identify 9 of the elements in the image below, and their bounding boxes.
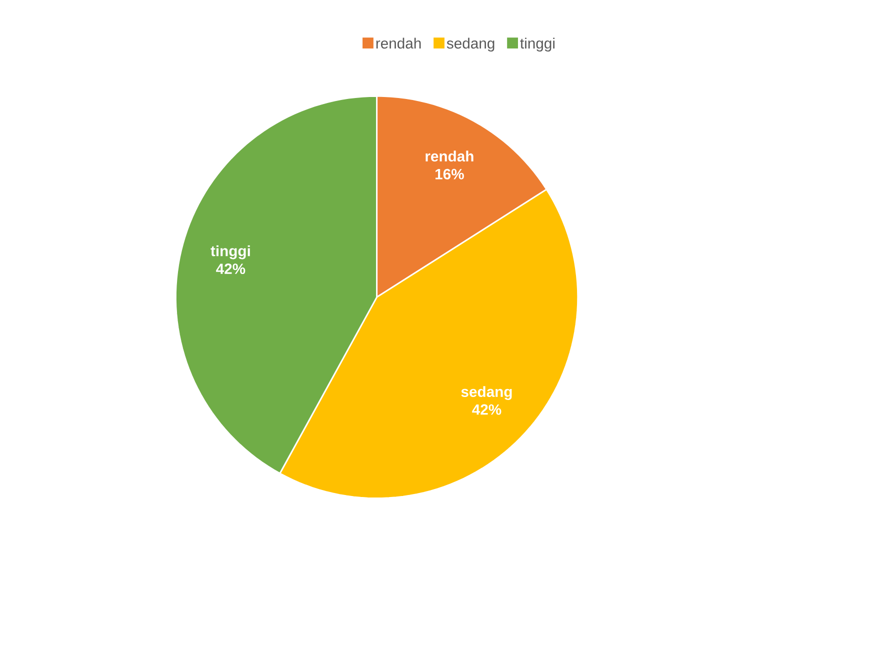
slice-label: tinggi — [210, 245, 250, 260]
slice-label: rendah — [426, 150, 474, 162]
data-label: 42% — [216, 264, 246, 274]
legend-label: sedang — [446, 38, 494, 52]
data-label: 16% — [436, 168, 464, 180]
data-label: 42% — [472, 404, 502, 415]
legend-label: tinggi — [520, 38, 554, 52]
legend-label: rendah — [376, 38, 421, 49]
slice-label: sedang — [461, 386, 512, 400]
